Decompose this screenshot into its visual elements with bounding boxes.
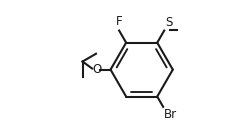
Text: F: F (116, 15, 122, 28)
Text: Br: Br (164, 108, 177, 121)
Text: S: S (165, 16, 172, 29)
Text: O: O (92, 63, 101, 76)
